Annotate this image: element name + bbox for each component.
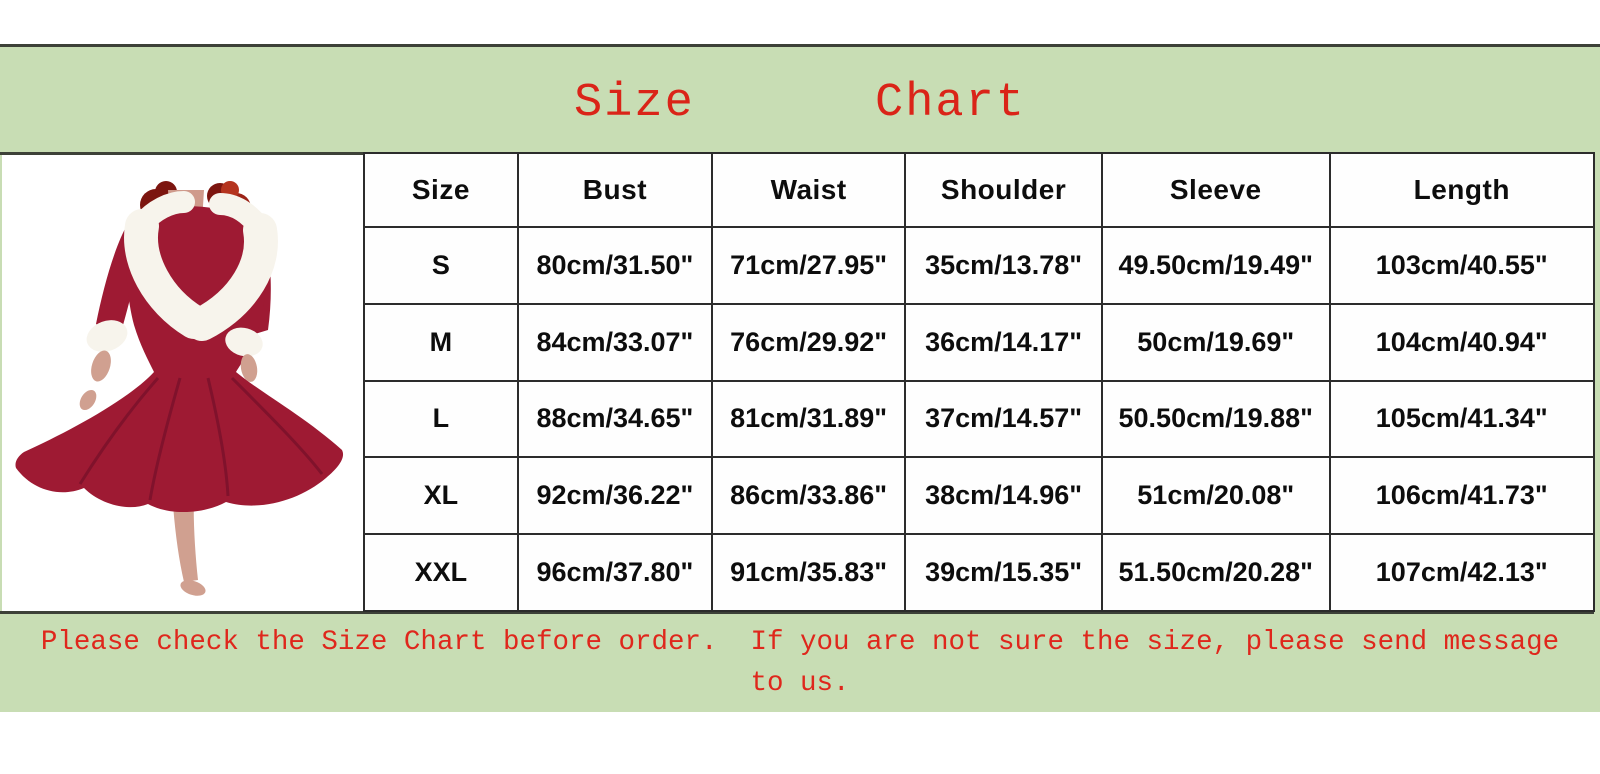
- bust-value: 96cm/37.80": [516, 533, 714, 612]
- green-edge-left: [0, 155, 2, 611]
- shoulder-value: 37cm/14.57": [904, 379, 1103, 459]
- notice-banner: Please check the Size Chart before order…: [0, 614, 1600, 712]
- table-row-s: S 80cm/31.50" 71cm/27.95" 35cm/13.78" 49…: [363, 226, 1596, 305]
- title-banner: Size Chart: [0, 47, 1600, 152]
- shoulder-value: 38cm/14.96": [904, 456, 1103, 536]
- shoulder-value: 36cm/14.17": [904, 302, 1103, 382]
- size-chart-table: Size Bust Waist Shoulder Sleeve Length S…: [363, 152, 1596, 612]
- col-header-size: Size: [363, 152, 519, 228]
- table-row-xl: XL 92cm/36.22" 86cm/33.86" 38cm/14.96" 5…: [363, 456, 1596, 536]
- waist-value: 71cm/27.95": [711, 226, 907, 305]
- table-row-xxl: XXL 96cm/37.80" 91cm/35.83" 39cm/15.35" …: [363, 533, 1596, 612]
- table-header-row: Size Bust Waist Shoulder Sleeve Length: [363, 152, 1596, 228]
- waist-value: 81cm/31.89": [711, 379, 907, 459]
- leg: [172, 490, 206, 596]
- length-value: 106cm/41.73": [1328, 456, 1596, 536]
- bust-value: 92cm/36.22": [516, 456, 714, 536]
- size-label: L: [363, 379, 519, 459]
- dress-illustration: [15, 181, 344, 596]
- col-header-shoulder: Shoulder: [904, 152, 1103, 228]
- green-edge-right: [1594, 152, 1600, 614]
- bottom-divider: [0, 611, 1600, 614]
- notice-text-line2: to us.: [750, 668, 850, 699]
- length-value: 105cm/41.34": [1328, 379, 1596, 459]
- fur-cuffs: [86, 320, 263, 357]
- length-value: 107cm/42.13": [1328, 533, 1596, 612]
- bust-value: 80cm/31.50": [516, 226, 714, 305]
- sleeve-value: 51.50cm/20.28": [1100, 533, 1331, 612]
- sleeve-value: 50cm/19.69": [1100, 302, 1331, 382]
- sleeve-value: 49.50cm/19.49": [1100, 226, 1331, 305]
- sleeve-value: 51cm/20.08": [1100, 456, 1331, 536]
- size-label: S: [363, 226, 519, 305]
- waist-value: 76cm/29.92": [711, 302, 907, 382]
- size-label: XXL: [363, 533, 519, 612]
- page-title: Size Chart: [573, 77, 1027, 130]
- hands: [79, 350, 258, 411]
- shoulder-value: 39cm/15.35": [904, 533, 1103, 612]
- col-header-bust: Bust: [516, 152, 714, 228]
- sleeve-value: 50.50cm/19.88": [1100, 379, 1331, 459]
- length-value: 103cm/40.55": [1328, 226, 1596, 305]
- waist-value: 91cm/35.83": [711, 533, 907, 612]
- size-label: M: [363, 302, 519, 382]
- col-header-waist: Waist: [711, 152, 907, 228]
- waist-value: 86cm/33.86": [711, 456, 907, 536]
- notice-text-line1: Please check the Size Chart before order…: [40, 627, 1560, 658]
- mid-divider: [0, 152, 364, 155]
- length-value: 104cm/40.94": [1328, 302, 1596, 382]
- size-label: XL: [363, 456, 519, 536]
- top-divider: [0, 44, 1600, 47]
- bust-value: 88cm/34.65": [516, 379, 714, 459]
- table-row-l: L 88cm/34.65" 81cm/31.89" 37cm/14.57" 50…: [363, 379, 1596, 459]
- shoulder-value: 35cm/13.78": [904, 226, 1103, 305]
- skirt-folds: [78, 376, 324, 501]
- product-image: [8, 160, 358, 612]
- bust-value: 84cm/33.07": [516, 302, 714, 382]
- fur-collar: [124, 191, 278, 341]
- col-header-length: Length: [1328, 152, 1596, 228]
- col-header-sleeve: Sleeve: [1100, 152, 1331, 228]
- table-row-m: M 84cm/33.07" 76cm/29.92" 36cm/14.17" 50…: [363, 302, 1596, 382]
